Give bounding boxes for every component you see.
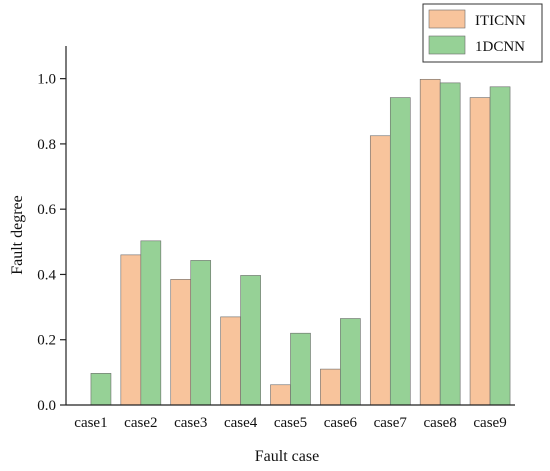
bar-iticnn-case2 (120, 254, 142, 406)
y-tick-label: 0.2 (37, 333, 56, 349)
x-tick-label: case5 (274, 415, 307, 431)
legend-label-iticnn: ITICNN (475, 13, 526, 29)
y-tick-label: 1.0 (37, 72, 56, 88)
x-tick-label: case9 (473, 415, 506, 431)
bar-1dcnn-case1 (90, 373, 112, 406)
x-tick-label: case4 (224, 415, 258, 431)
x-ticks: case1 case2 case3 case4 case5 case6 case7 case8… (74, 415, 506, 431)
legend-swatch-iticnn (428, 9, 466, 29)
y-tick-label: 0.8 (37, 137, 56, 153)
bar-1dcnn-case6 (340, 318, 361, 406)
y-tick-label: 0.4 (37, 267, 56, 283)
y-ticks: 0.0 0.2 0.4 0.6 0.8 1.0 (37, 72, 66, 414)
axes-layer (65, 46, 515, 406)
bar-1dcnn-case4 (240, 275, 261, 406)
bar-iticnn-case3 (170, 279, 192, 406)
bar-1dcnn-case9 (489, 86, 511, 406)
legend-swatch-1dcnn (428, 35, 466, 55)
bar-1dcnn-case7 (389, 97, 411, 406)
legend-label-1dcnn: 1DCNN (475, 39, 525, 55)
bar-1dcnn-case3 (190, 260, 212, 406)
bar-iticnn-case5 (270, 384, 291, 406)
bar-1dcnn-case5 (290, 332, 311, 406)
x-tick-label: case6 (324, 415, 358, 431)
y-tick-label: 0.0 (37, 398, 56, 414)
x-tick-label: case1 (74, 415, 107, 431)
bar-iticnn-case8 (419, 78, 441, 406)
bars-layer (90, 78, 511, 406)
x-tick-label: case2 (124, 415, 157, 431)
bar-iticnn-case6 (320, 368, 341, 406)
bar-iticnn-case7 (369, 135, 391, 406)
y-tick-label: 0.6 (37, 202, 56, 218)
y-axis-title: Fault degree (9, 195, 26, 275)
bar-iticnn-case4 (220, 316, 241, 406)
x-tick-label: case8 (424, 415, 457, 431)
bar-1dcnn-case2 (140, 240, 162, 406)
bar-iticnn-case9 (469, 97, 491, 406)
x-tick-label: case3 (174, 415, 207, 431)
legend: ITICNN 1DCNN (422, 3, 543, 63)
x-tick-label: case7 (374, 415, 408, 431)
x-axis-title: Fault case (255, 448, 319, 465)
bar-1dcnn-case8 (439, 82, 461, 406)
